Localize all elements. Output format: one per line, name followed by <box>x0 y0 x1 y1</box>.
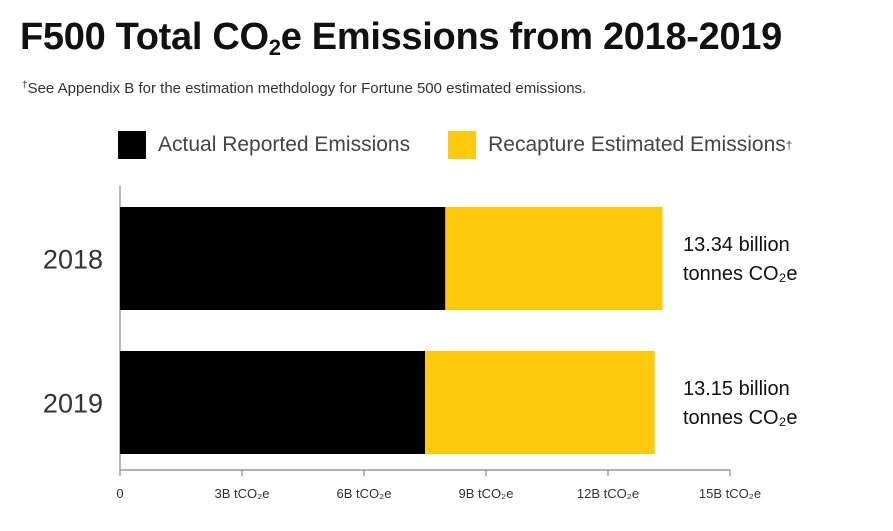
subtitle-dagger: † <box>22 80 28 91</box>
title-subscript: 2 <box>268 35 281 60</box>
chart-subtitle: †See Appendix B for the estimation methd… <box>22 80 586 97</box>
x-tick-label: 9B tCO₂e <box>459 486 514 501</box>
bar-estimated-2019 <box>425 351 655 454</box>
x-tick-label: 0 <box>116 486 123 501</box>
category-label-2019: 2019 <box>43 389 103 419</box>
legend-swatch-actual <box>118 131 146 159</box>
x-tick-label: 3B tCO₂e <box>215 486 270 501</box>
category-label-2018: 2018 <box>43 245 103 275</box>
bar-actual-2019 <box>120 351 425 454</box>
total-label-2019: 13.15 billion tonnes CO₂e <box>683 378 798 429</box>
bar-actual-2018 <box>120 207 446 310</box>
bar-estimated-2018 <box>445 207 663 310</box>
legend-swatch-estimated <box>448 131 477 159</box>
x-tick-label: 12B tCO₂e <box>577 486 639 501</box>
x-tick-label: 15B tCO₂e <box>699 486 761 501</box>
legend-label-estimated: Recapture Estimated Emissions <box>488 133 786 156</box>
legend-item-actual: Actual Reported Emissions <box>118 131 410 159</box>
title-main: F500 Total CO <box>20 16 269 58</box>
x-tick-label: 6B tCO₂e <box>337 486 392 501</box>
title-rest: e Emissions from 2018-2019 <box>280 16 783 58</box>
subtitle-text: See Appendix B for the estimation methdo… <box>27 80 587 97</box>
legend-label-actual: Actual Reported Emissions <box>158 133 411 156</box>
chart-title: F500 Total CO2e Emissions from 2018-2019 <box>20 16 782 59</box>
legend-item-estimated: Recapture Estimated Emissions † <box>448 131 792 159</box>
total-label-2018: 13.34 billion tonnes CO₂e <box>683 234 798 285</box>
legend: Actual Reported Emissions Recapture Esti… <box>118 131 792 159</box>
